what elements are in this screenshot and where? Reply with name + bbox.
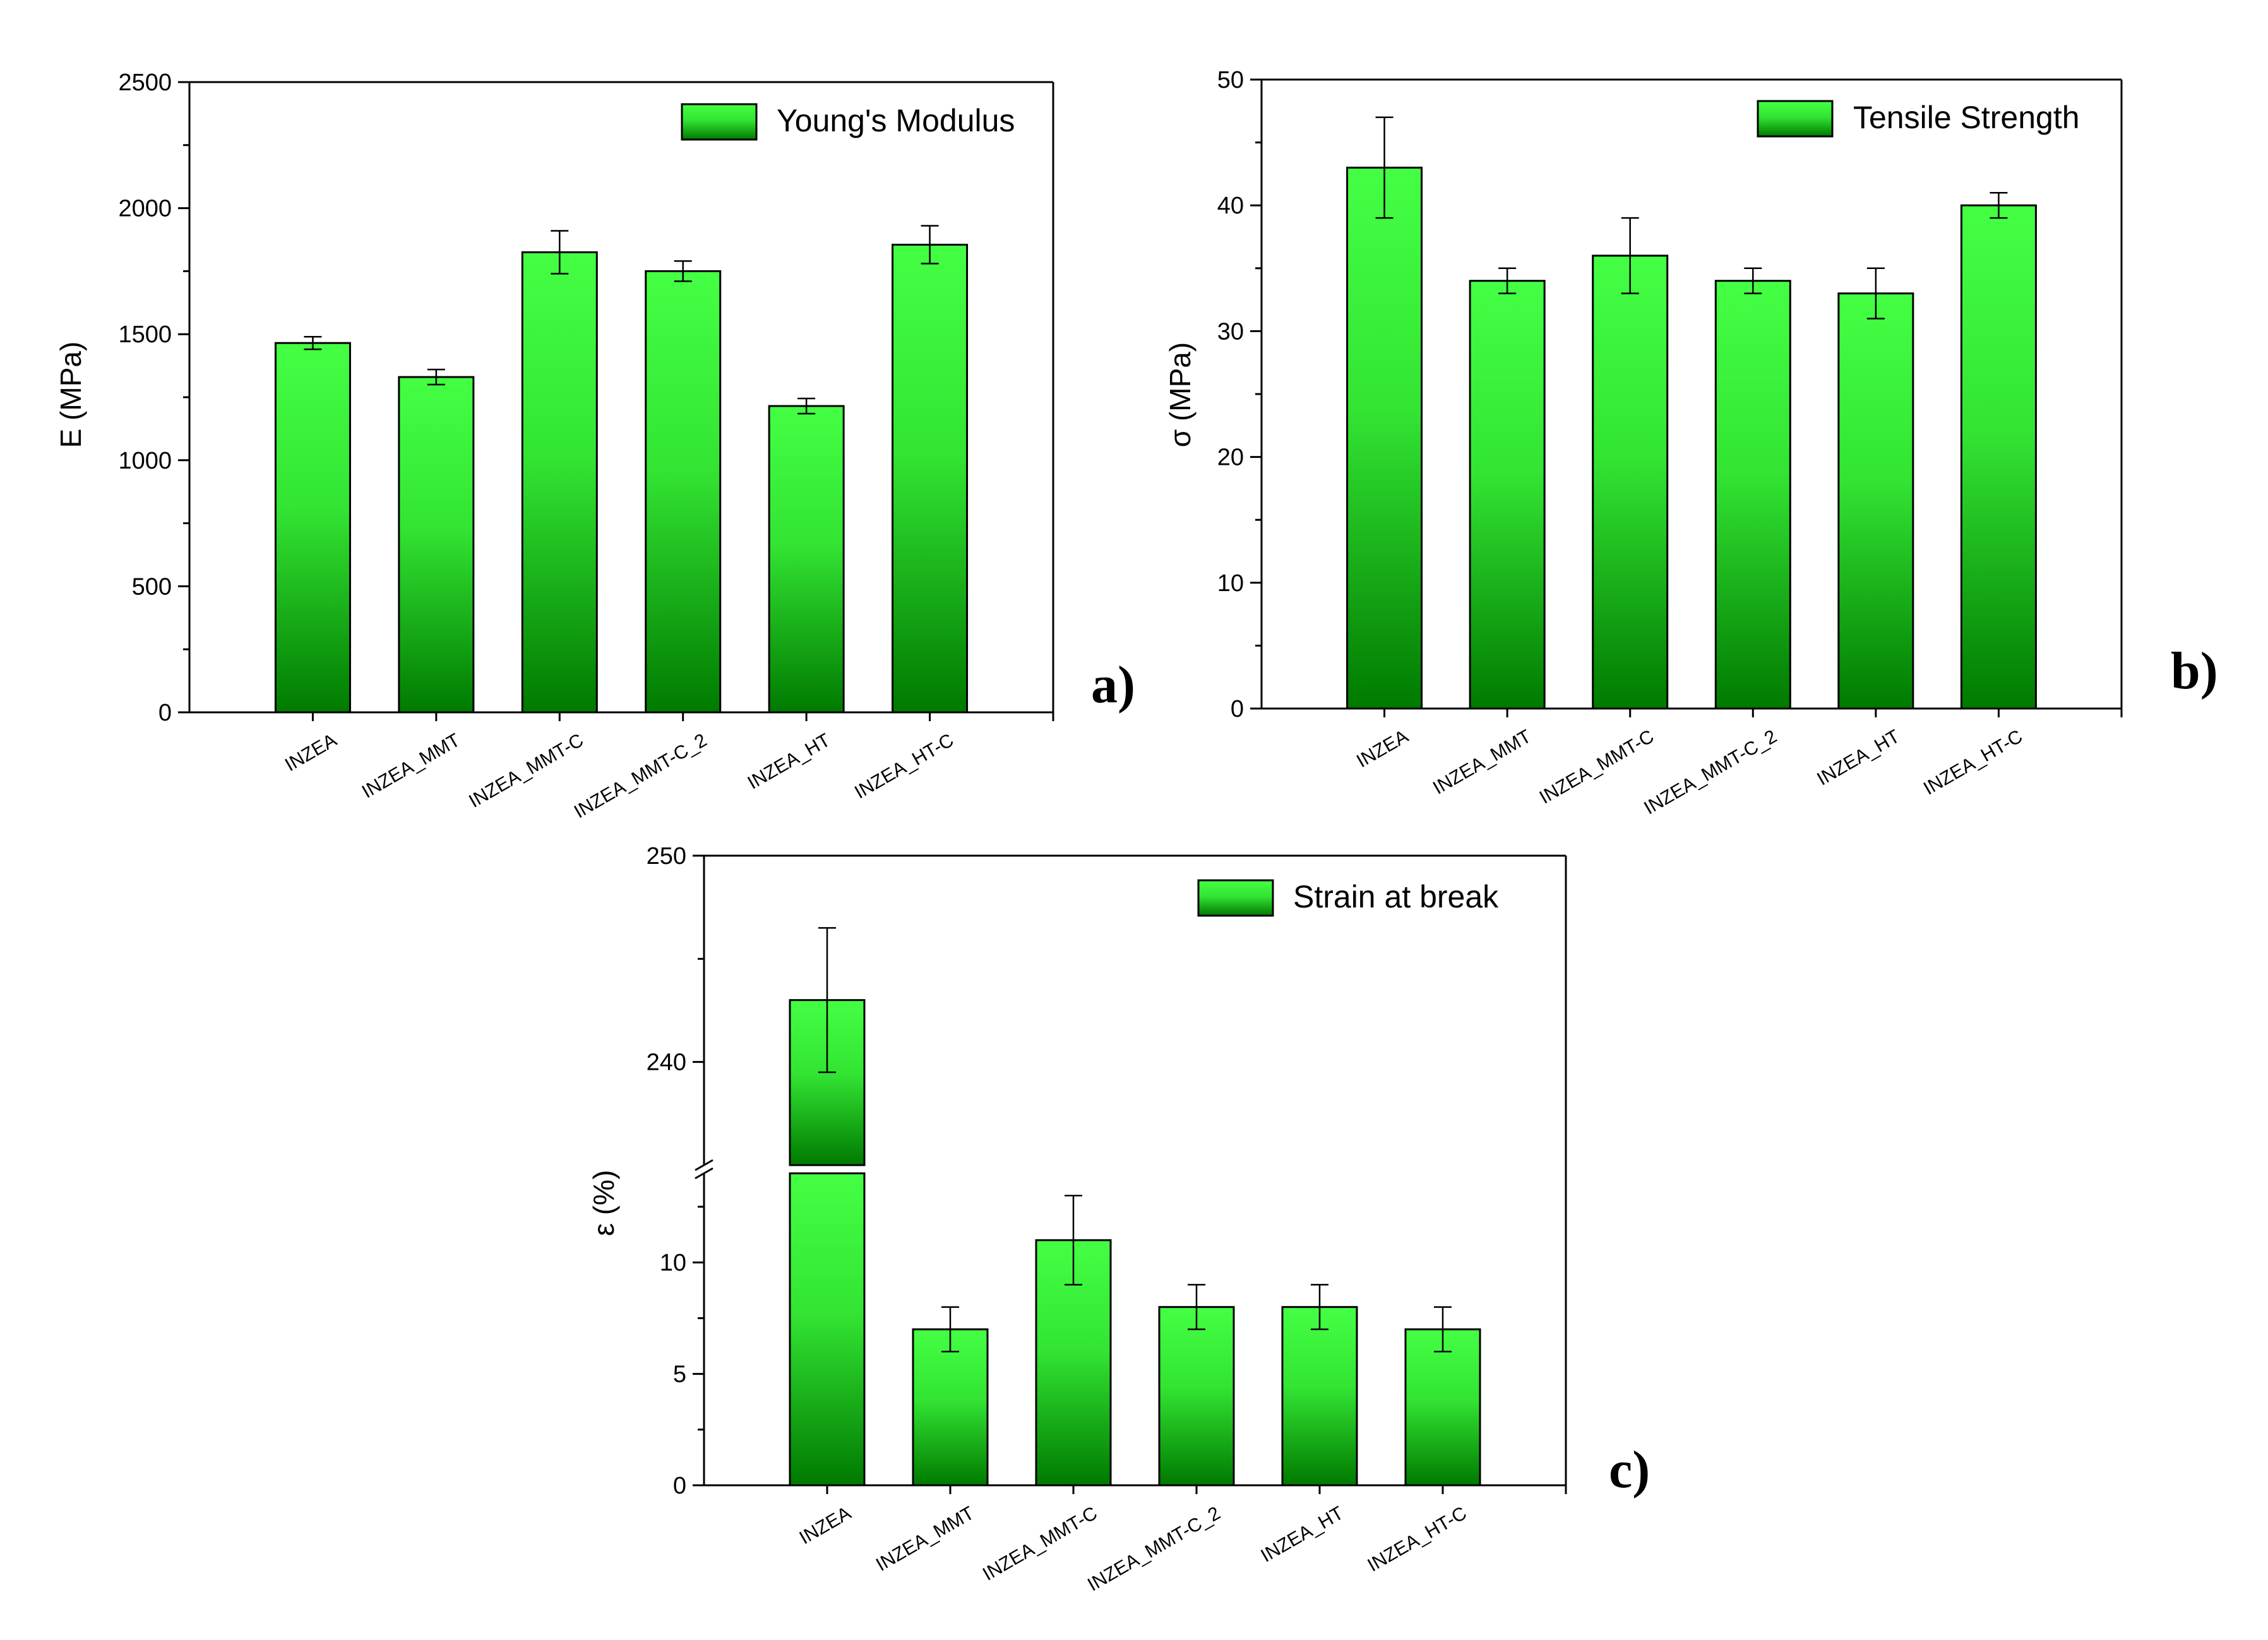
panel-a-ytick-label: 2500 xyxy=(118,69,172,96)
panel-c-xtick-label: INZEA_HT-C xyxy=(1364,1502,1470,1576)
panel-c-ytick-label: 240 xyxy=(647,1050,686,1076)
panel-b-ytick-label: 0 xyxy=(1231,696,1244,722)
panel-a-legend-label: Young's Modulus xyxy=(777,103,1015,138)
panel-b-legend-label: Tensile Strength xyxy=(1853,100,2080,135)
panel-c-legend-label: Strain at break xyxy=(1293,879,1499,914)
panel-b-xtick-label: INZEA_MMT xyxy=(1429,726,1535,798)
panel-c-legend-swatch xyxy=(1197,879,1274,917)
panel-a-ylabel: E (MPa) xyxy=(54,342,87,448)
panel-b-legend-swatch xyxy=(1757,100,1834,138)
panel-a-bar xyxy=(645,270,722,714)
panel-c-xtick-label: INZEA_HT xyxy=(1257,1502,1347,1566)
panel-a-xtick-label: INZEA_MMT xyxy=(359,729,464,802)
panel-a-xtick-label: INZEA_MMT-C xyxy=(465,729,587,811)
panel-b-bar xyxy=(1346,166,1423,710)
panel-a-bar xyxy=(398,376,475,714)
panel-c-xtick-label: INZEA_MMT-C xyxy=(979,1502,1101,1584)
panel-a-ytick-label: 1000 xyxy=(118,448,172,474)
panel-c-bar xyxy=(789,1172,866,1487)
panel-b-bar xyxy=(1469,280,1546,710)
panel-c-xtick-label: INZEA_MMT xyxy=(873,1502,978,1575)
panel-b-xtick-label: INZEA_HT xyxy=(1813,726,1903,789)
panel-b-xtick-label: INZEA xyxy=(1353,726,1412,772)
panel-c-xtick-label: INZEA_MMT-C_2 xyxy=(1084,1502,1224,1595)
panel-b-ylabel: σ (MPa) xyxy=(1164,342,1197,447)
panel-a-bar xyxy=(768,405,845,714)
panel-a-ytick-label: 2000 xyxy=(118,196,172,222)
panel-a-ytick-label: 500 xyxy=(132,573,172,600)
panel-a-bar xyxy=(521,251,598,714)
panel-a-xtick-label: INZEA_HT-C xyxy=(851,729,957,803)
panel-c-ylabel: ε (%) xyxy=(587,1170,620,1236)
panel-b-bar xyxy=(1714,280,1791,710)
panel-a-bar xyxy=(274,342,351,714)
panel-a-legend-swatch xyxy=(681,103,758,141)
panel-a-ytick-label: 0 xyxy=(158,700,172,726)
panel-c-ytick-label: 5 xyxy=(673,1362,686,1388)
panel-b-xtick-label: INZEA_MMT-C_2 xyxy=(1640,726,1781,818)
panel-a-bar xyxy=(892,243,969,714)
panel-c-bar xyxy=(1404,1328,1481,1487)
panel-a-letter: a) xyxy=(1091,655,1135,714)
panel-c-bar xyxy=(1281,1306,1358,1487)
panel-c-axis-break-mark xyxy=(695,1167,713,1180)
panel-c-xtick-label: INZEA xyxy=(796,1502,854,1548)
panel-a-xtick-label: INZEA_HT xyxy=(744,729,834,793)
panel-a-xtick-label: INZEA_MMT-C_2 xyxy=(571,729,711,822)
panel-c-bar-break-gap xyxy=(786,1166,868,1172)
panel-b-bar xyxy=(1592,254,1669,710)
panel-b-ytick-label: 40 xyxy=(1217,193,1244,219)
panel-b-bar xyxy=(1837,292,1914,710)
panel-c-ytick-label: 250 xyxy=(647,843,686,870)
panel-b-ytick-label: 20 xyxy=(1217,445,1244,471)
panel-b-letter: b) xyxy=(2171,642,2218,700)
panel-c-axis-break-mark xyxy=(695,1159,713,1171)
panel-b-xtick-label: INZEA_HT-C xyxy=(1920,726,2026,799)
panel-c-ytick-label: 10 xyxy=(660,1250,686,1276)
panel-c-letter: c) xyxy=(1609,1440,1650,1499)
panel-c-bar xyxy=(1158,1306,1235,1487)
panel-b-xtick-label: INZEA_MMT-C xyxy=(1536,726,1658,808)
panel-c-ytick-label: 0 xyxy=(673,1473,686,1499)
panel-a-xtick-label: INZEA xyxy=(282,729,340,775)
panel-b-bar xyxy=(1960,204,2037,710)
panel-b-ytick-label: 30 xyxy=(1217,318,1244,345)
panel-a-ytick-label: 1500 xyxy=(118,321,172,348)
panel-b-ytick-label: 10 xyxy=(1217,570,1244,597)
panel-c-bar xyxy=(912,1328,989,1487)
panel-b-ytick-label: 50 xyxy=(1217,67,1244,93)
